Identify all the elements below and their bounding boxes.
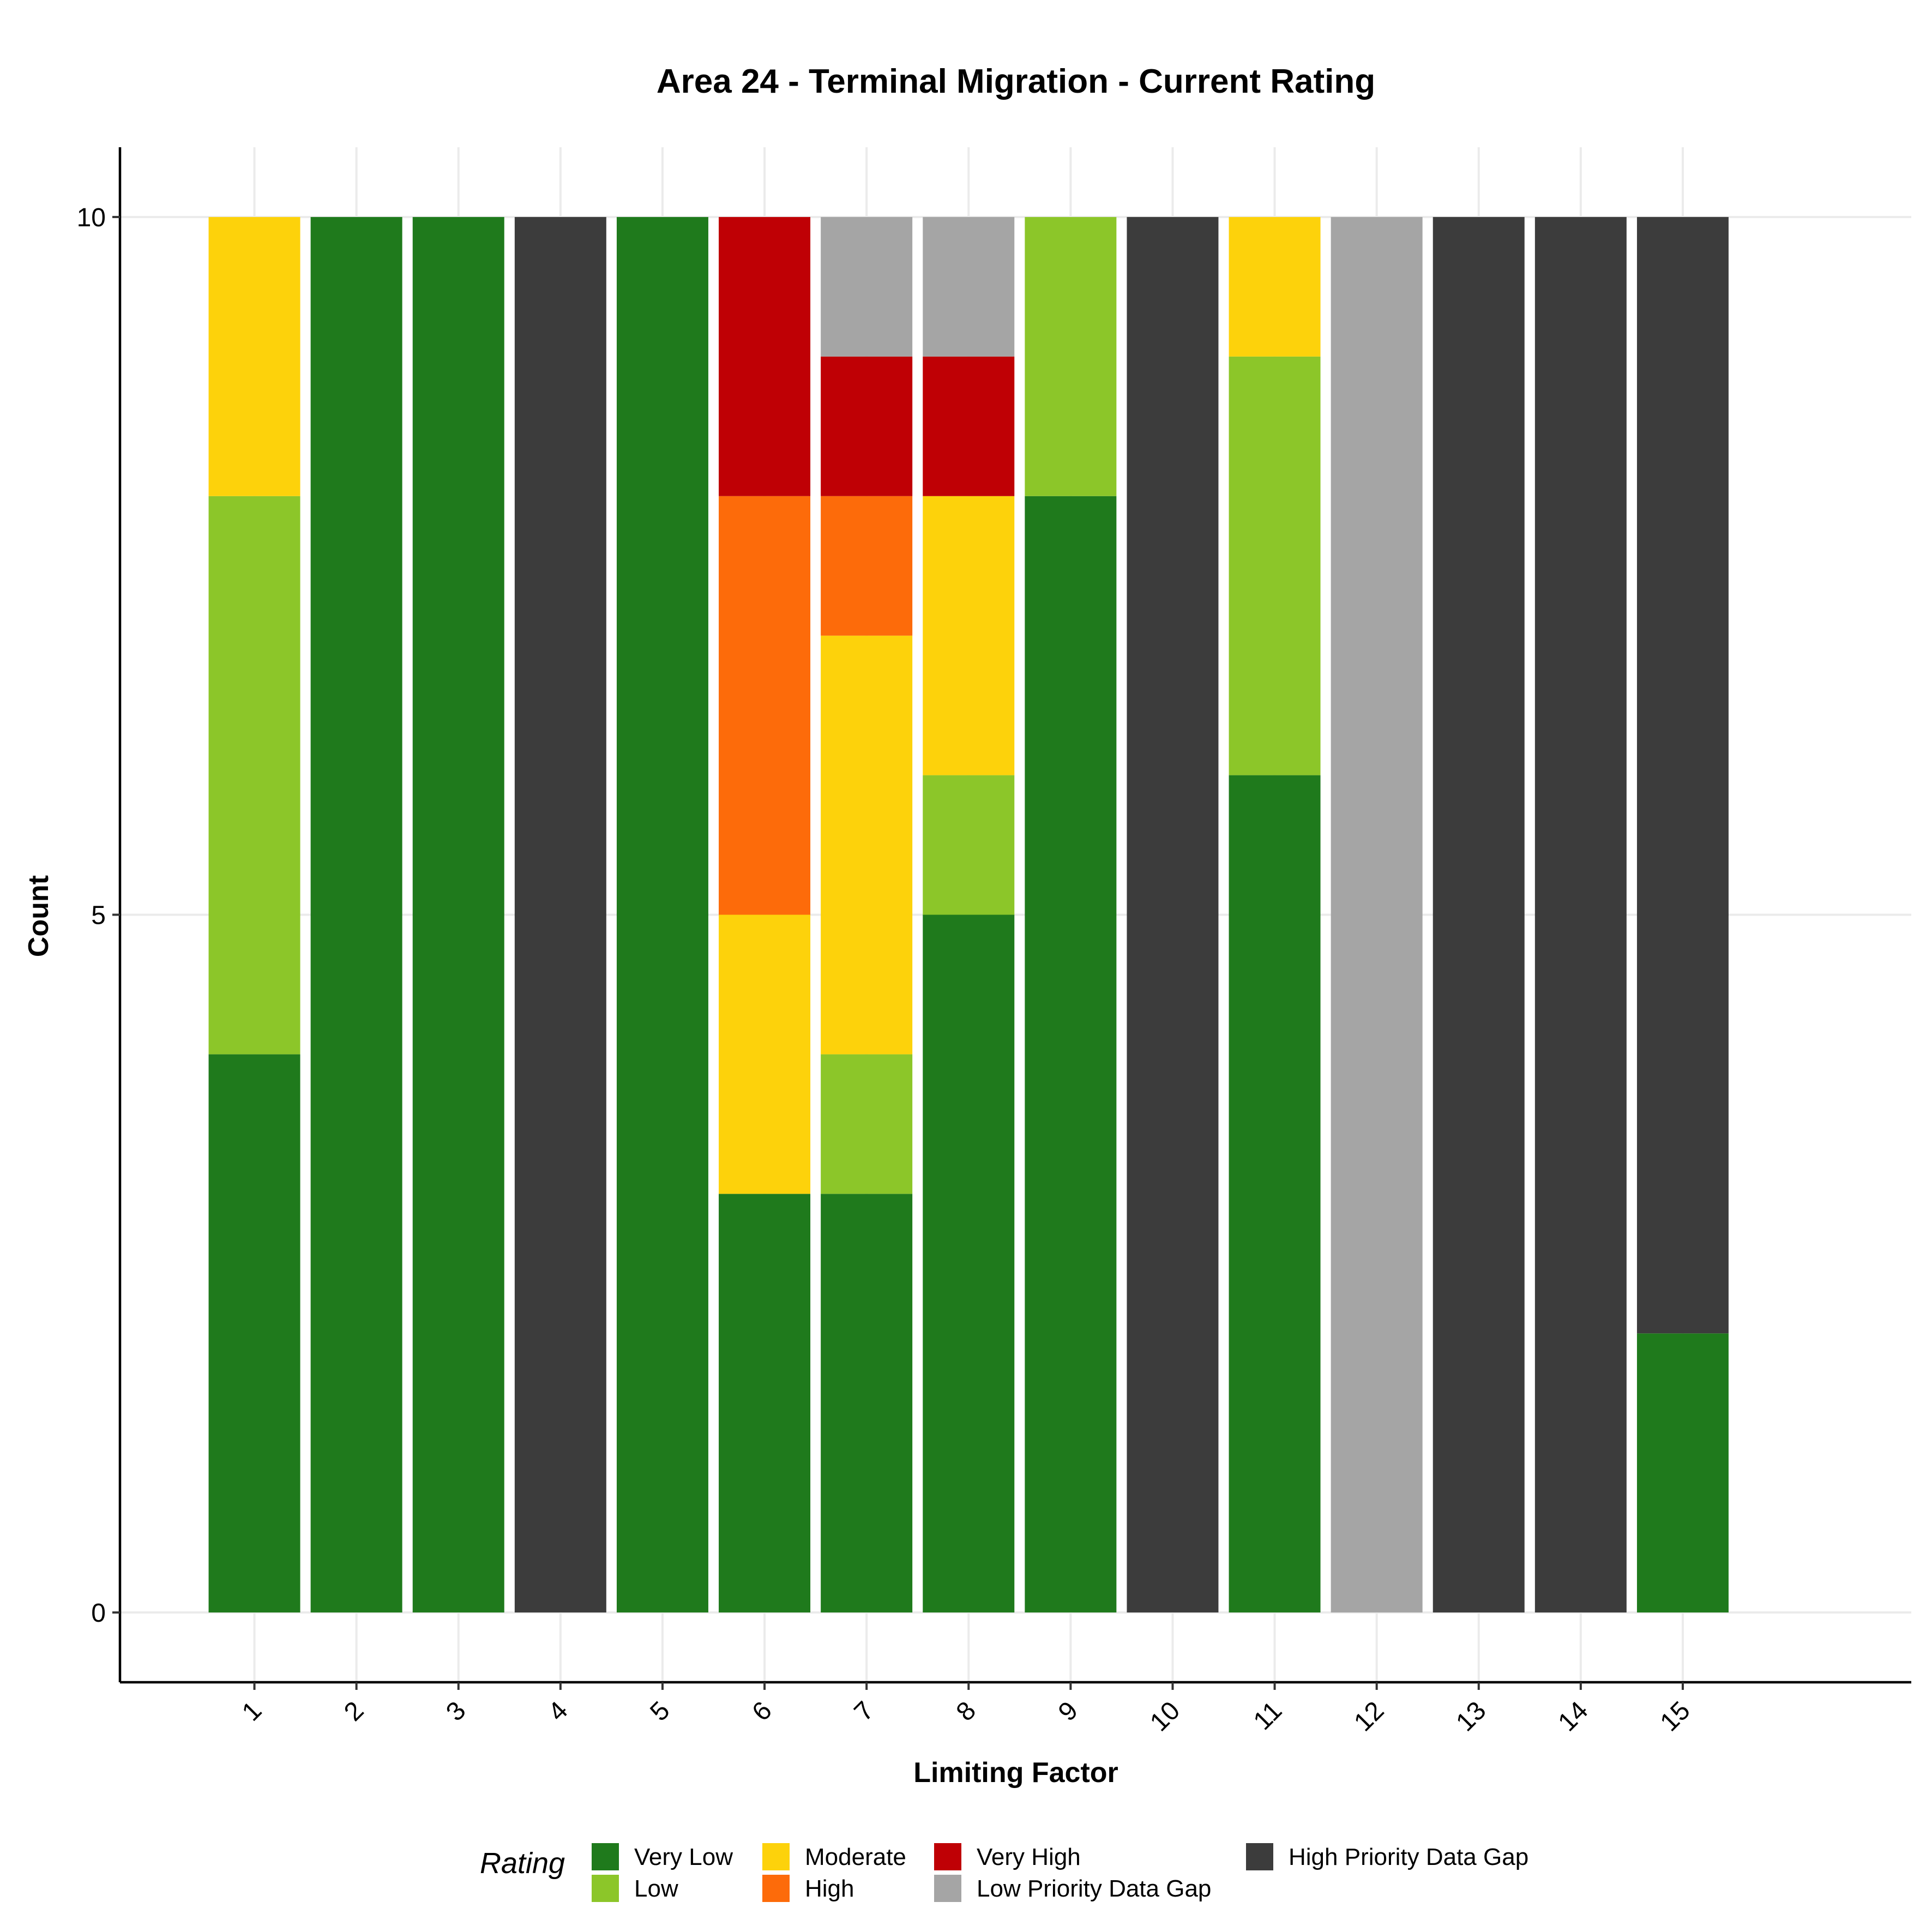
legend-swatch xyxy=(934,1843,961,1870)
bar-segment-4-high-priority-data-gap xyxy=(514,216,606,1613)
bar-segment-7-very-low xyxy=(821,1194,913,1613)
legend-label: Very High xyxy=(977,1844,1081,1870)
bar-segment-15-high-priority-data-gap xyxy=(1636,216,1729,1334)
bar-segment-11-moderate xyxy=(1229,216,1321,357)
bar-segment-1-low xyxy=(208,496,300,1055)
legend: Rating Very Low Low Moderate High Very High Lo… xyxy=(480,1843,1528,1902)
y-tick-label: 5 xyxy=(91,901,106,930)
legend-label: Low Priority Data Gap xyxy=(977,1875,1211,1902)
bar-segment-6-moderate xyxy=(719,914,811,1194)
bar-segment-7-low xyxy=(821,1054,913,1194)
bar-segment-8-low-priority-data-gap xyxy=(923,216,1015,357)
bar-segment-3-very-low xyxy=(412,216,504,1613)
legend-label: Low xyxy=(634,1875,678,1902)
bar-segment-6-very-high xyxy=(719,216,811,496)
y-axis-title: Count xyxy=(23,875,55,957)
bar-segment-7-low-priority-data-gap xyxy=(821,216,913,357)
bar-segment-15-very-low xyxy=(1636,1333,1729,1613)
chart-title: Area 24 - Terminal Migration - Current R… xyxy=(657,63,1375,100)
legend-swatch xyxy=(934,1875,961,1902)
bar-segment-9-low xyxy=(1025,216,1117,496)
bar-segment-8-moderate xyxy=(923,496,1015,775)
legend-swatch xyxy=(592,1875,619,1902)
bar-segment-12-low-priority-data-gap xyxy=(1331,216,1423,1613)
bar-segment-9-very-low xyxy=(1025,496,1117,1613)
bar-segment-1-moderate xyxy=(208,216,300,496)
bar-segment-8-very-high xyxy=(923,356,1015,496)
bar-segment-2-very-low xyxy=(310,216,402,1613)
bar-segment-6-high xyxy=(719,496,811,915)
bar-segment-11-low xyxy=(1229,356,1321,775)
bar-segment-8-very-low xyxy=(923,914,1015,1613)
bar-segment-7-very-high xyxy=(821,356,913,496)
bar-layer xyxy=(208,216,1729,1613)
legend-label: Moderate xyxy=(805,1844,906,1870)
bar-segment-1-very-low xyxy=(208,1054,300,1613)
legend-swatch xyxy=(592,1843,619,1870)
bar-segment-7-moderate xyxy=(821,635,913,1055)
y-tick-label: 0 xyxy=(91,1599,106,1628)
legend-swatch xyxy=(762,1843,790,1870)
legend-swatch xyxy=(1246,1843,1273,1870)
legend-swatch xyxy=(762,1875,790,1902)
bar-segment-10-high-priority-data-gap xyxy=(1127,216,1219,1613)
legend-label: High xyxy=(805,1875,854,1902)
y-tick-label: 10 xyxy=(77,203,106,232)
bar-segment-5-very-low xyxy=(616,216,708,1613)
x-axis-title: Limiting Factor xyxy=(913,1757,1118,1789)
bar-segment-7-high xyxy=(821,496,913,636)
bar-segment-11-very-low xyxy=(1229,775,1321,1613)
legend-label: Very Low xyxy=(634,1844,733,1870)
bar-segment-13-high-priority-data-gap xyxy=(1433,216,1525,1613)
bar-segment-6-very-low xyxy=(719,1194,811,1613)
bar-segment-14-high-priority-data-gap xyxy=(1534,216,1627,1613)
legend-title: Rating xyxy=(480,1847,565,1880)
legend-label: High Priority Data Gap xyxy=(1289,1844,1528,1870)
bar-segment-8-low xyxy=(923,775,1015,915)
